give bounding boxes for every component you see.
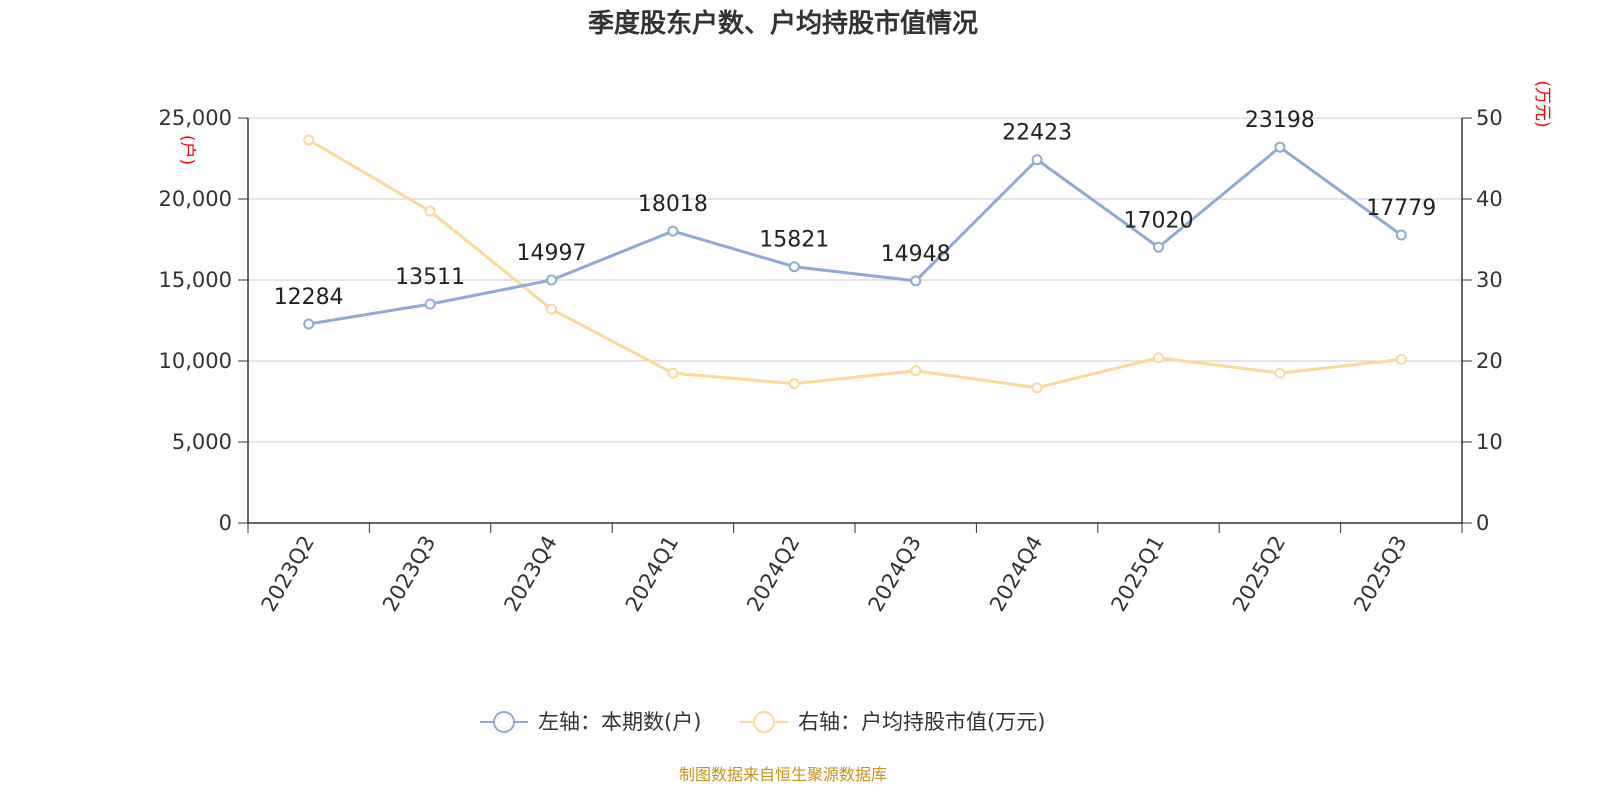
data-point-left — [1031, 154, 1043, 166]
data-point-left — [910, 275, 922, 287]
x-axis-tick-label: 2024Q1 — [621, 532, 683, 616]
data-label: 15821 — [759, 228, 829, 253]
legend[interactable]: 左轴：本期数(户) 右轴：户均持股市值(万元) — [480, 710, 1045, 734]
legend-circle-icon — [753, 711, 775, 733]
left-axis-tick-label: 20,000 — [159, 187, 232, 211]
x-axis-tick-label: 2023Q3 — [378, 532, 440, 616]
data-point-right — [667, 367, 679, 379]
x-axis-tick-label: 2024Q4 — [985, 532, 1047, 616]
data-point-left — [1153, 241, 1164, 253]
left-axis-tick-label: 10,000 — [159, 349, 232, 373]
x-axis-tick-label: 2024Q2 — [742, 532, 804, 616]
legend-item-left-series[interactable]: 左轴：本期数(户) — [480, 710, 701, 734]
x-axis-tick-label: 2023Q2 — [257, 532, 319, 616]
data-point-left — [546, 274, 557, 286]
chart-title: 季度股东户数、户均持股市值情况 — [588, 8, 978, 39]
data-source-note: 制图数据来自恒生聚源数据库 — [679, 765, 887, 784]
left-axis-tick-label: 5,000 — [172, 430, 232, 454]
x-axis-tick-label: 2025Q3 — [1349, 532, 1411, 616]
data-point-left — [1274, 141, 1286, 153]
data-point-right — [788, 378, 800, 390]
data-point-right — [546, 303, 557, 315]
data-point-right — [1395, 353, 1407, 365]
data-point-right — [910, 365, 922, 377]
x-axis-tick-label: 2024Q3 — [864, 532, 926, 616]
data-point-right — [1153, 352, 1164, 364]
x-axis-tick-label: 2025Q1 — [1106, 532, 1168, 616]
left-axis-tick-label: 15,000 — [159, 268, 232, 292]
data-point-right — [1274, 367, 1286, 379]
left-axis-tick-label: 25,000 — [159, 106, 232, 130]
data-label: 14948 — [881, 242, 951, 267]
right-axis-tick-label: 40 — [1476, 187, 1503, 211]
data-label: 18018 — [638, 192, 708, 217]
data-point-right — [424, 205, 436, 217]
data-label: 17779 — [1366, 196, 1436, 221]
right-axis-tick-label: 10 — [1476, 430, 1503, 454]
data-point-left — [1395, 229, 1407, 241]
right-axis-tick-label: 50 — [1476, 106, 1503, 130]
legend-label-left-series: 左轴：本期数(户) — [538, 710, 701, 734]
data-labels: 12284 13511 14997 18018 15821 14948 22423 17020… — [274, 108, 1437, 310]
data-label: 23198 — [1245, 108, 1315, 133]
right-axis-tick-label: 20 — [1476, 349, 1503, 373]
left-axis-tick-label: 0 — [219, 511, 232, 535]
data-point-right — [303, 134, 315, 146]
left-axis-unit-label: (户) — [177, 135, 197, 165]
x-axis-tick-label: 2023Q4 — [499, 532, 561, 616]
data-label: 17020 — [1124, 208, 1194, 233]
legend-label-right-series: 右轴：户均持股市值(万元) — [798, 710, 1045, 734]
data-point-left — [303, 318, 315, 330]
right-axis-tick-label: 30 — [1476, 268, 1503, 292]
legend-item-right-series[interactable]: 右轴：户均持股市值(万元) — [740, 710, 1045, 734]
data-point-left — [667, 225, 679, 237]
data-point-left — [788, 261, 800, 273]
data-point-left — [424, 298, 436, 310]
data-label: 12284 — [274, 285, 344, 310]
data-label: 13511 — [395, 265, 465, 290]
right-axis-tick-label: 0 — [1476, 511, 1489, 535]
series-lines — [307, 138, 1403, 390]
series-points — [303, 134, 1407, 394]
data-point-right — [1031, 382, 1043, 394]
series-line-left — [308, 145, 1403, 326]
series-line-right — [307, 138, 1402, 390]
data-label: 22423 — [1002, 121, 1072, 146]
x-axis-tick-label: 2025Q2 — [1228, 532, 1290, 616]
right-axis-unit-label: (万元) — [1532, 80, 1552, 127]
data-label: 14997 — [517, 241, 587, 266]
grid-lines — [248, 117, 1462, 443]
legend-circle-icon — [493, 711, 515, 733]
